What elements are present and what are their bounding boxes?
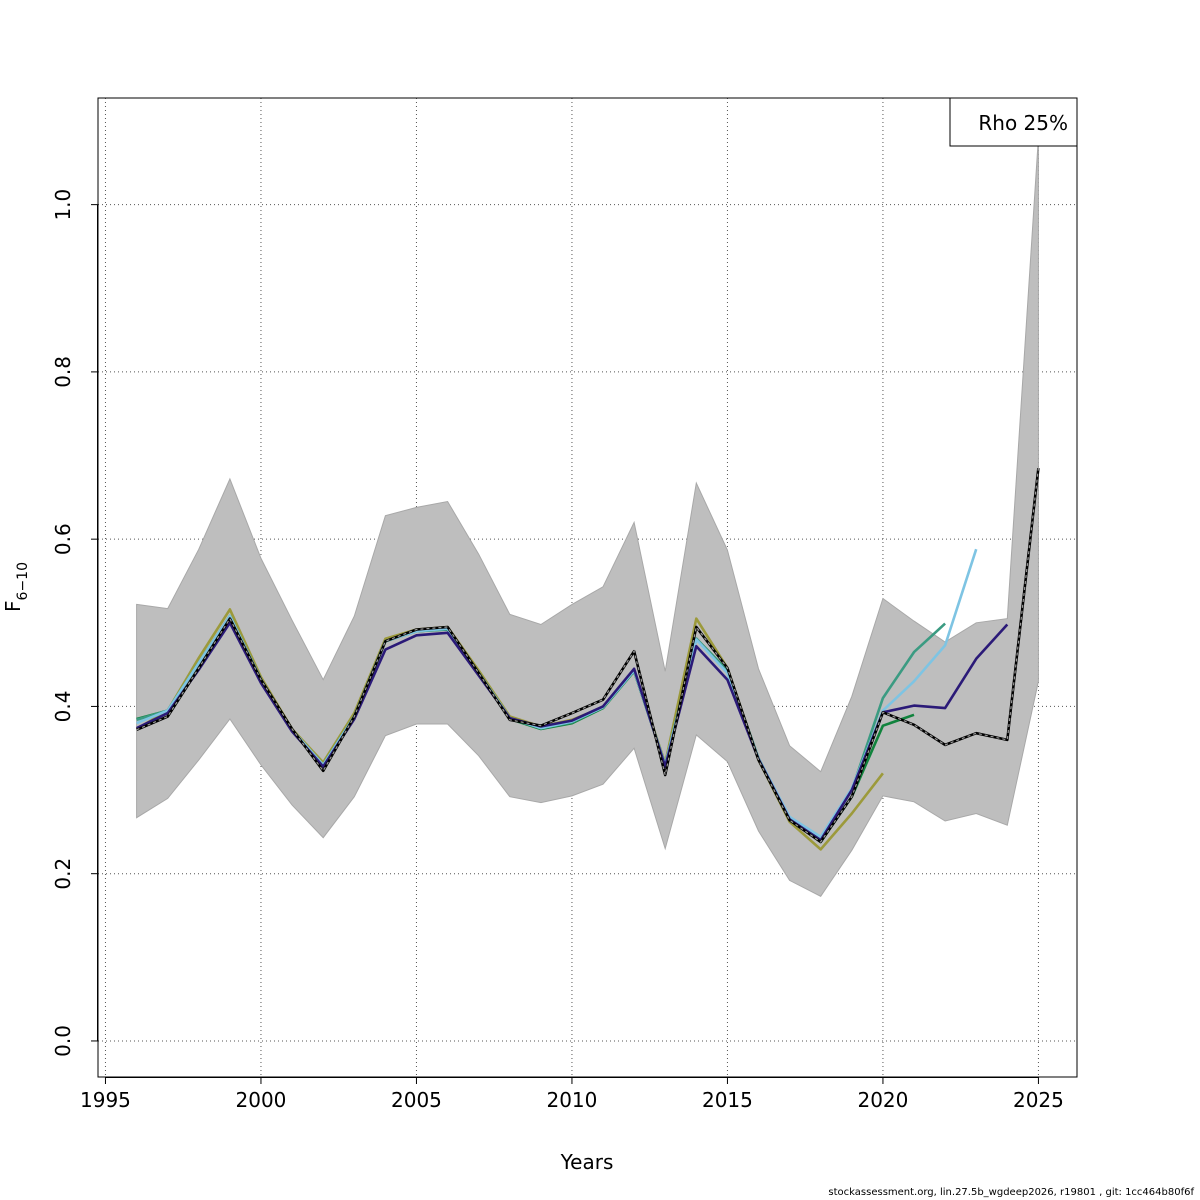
x-tick-label: 2020 bbox=[857, 1088, 908, 1112]
x-tick-label: 2010 bbox=[546, 1088, 597, 1112]
legend: Rho 25% bbox=[949, 97, 1078, 147]
series-lines bbox=[135, 467, 1040, 851]
y-tick-label: 0.4 bbox=[51, 691, 75, 723]
svg-text:F6−10: F6−10 bbox=[1, 562, 31, 612]
legend-text: Rho 25% bbox=[978, 111, 1068, 135]
y-tick-label: 1.0 bbox=[51, 189, 75, 221]
y-tick-label: 0.8 bbox=[51, 356, 75, 388]
x-tick-label: 2025 bbox=[1013, 1088, 1064, 1112]
x-tick-label: 2015 bbox=[702, 1088, 753, 1112]
y-axis: 0.0 0.2 0.4 0.6 0.8 1.0 bbox=[51, 189, 98, 1057]
x-axis: 1995 2000 2005 2010 2015 2020 2025 bbox=[80, 1077, 1064, 1112]
y-tick-label: 0.0 bbox=[51, 1025, 75, 1057]
y-tick-label: 0.6 bbox=[51, 523, 75, 555]
y-axis-title-main: F bbox=[1, 600, 25, 612]
x-tick-label: 2005 bbox=[391, 1088, 442, 1112]
y-tick-label: 0.2 bbox=[51, 858, 75, 890]
y-axis-title-sub: 6−10 bbox=[15, 562, 31, 600]
y-axis-title: F6−10 bbox=[1, 562, 31, 612]
series-line-1 bbox=[136, 621, 1009, 842]
x-tick-label: 1995 bbox=[80, 1088, 131, 1112]
confidence-band bbox=[136, 137, 1039, 897]
series-line-0-dash bbox=[136, 468, 1039, 843]
x-axis-title: Years bbox=[560, 1150, 614, 1174]
footer-credit: stockassessment.org, lin.27.5b_wgdeep202… bbox=[828, 1187, 1194, 1198]
x-tick-label: 2000 bbox=[236, 1088, 287, 1112]
legend-box bbox=[949, 97, 1078, 147]
confidence-band-area bbox=[136, 137, 1039, 897]
